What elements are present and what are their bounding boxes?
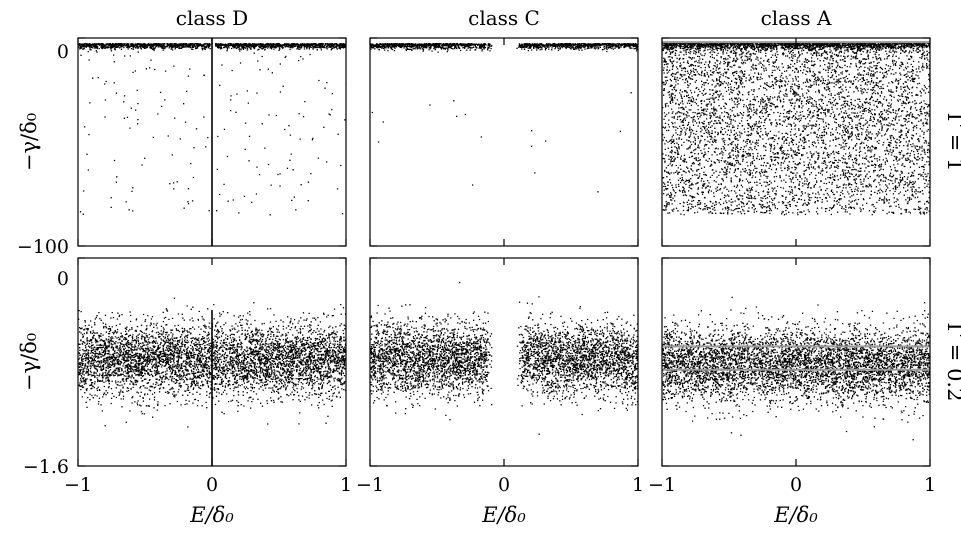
x-axis-label: E/δ₀ <box>189 503 234 527</box>
x-axis-label: E/δ₀ <box>773 503 818 527</box>
scatter-points <box>78 38 346 246</box>
panel-bottom-left <box>77 257 347 467</box>
y-tick-label: −100 <box>17 236 69 258</box>
x-tick-label: 0 <box>206 474 218 496</box>
scatter-points <box>78 297 346 466</box>
x-tick-label: −1 <box>648 474 676 496</box>
panel-bottom-middle <box>369 257 639 467</box>
panel-top-middle <box>369 37 639 247</box>
y-tick-label: 0 <box>57 41 69 63</box>
scatter-points <box>662 41 930 216</box>
panel-bottom-right <box>661 257 931 467</box>
x-axis-label: E/δ₀ <box>481 503 526 527</box>
x-tick-label: 0 <box>790 474 802 496</box>
column-title: class D <box>176 6 248 30</box>
y-tick-label: 0 <box>57 268 69 290</box>
x-tick-label: −1 <box>356 474 384 496</box>
plot-frame <box>369 37 639 247</box>
x-tick-label: −1 <box>64 474 92 496</box>
column-title: class A <box>761 6 832 30</box>
scatter-points <box>662 296 930 441</box>
x-tick-label: 1 <box>632 474 644 496</box>
panel-top-left <box>77 37 347 247</box>
panels <box>77 37 931 467</box>
scatter-points <box>370 281 638 435</box>
scatter-points <box>370 42 638 193</box>
row-label: Γ = 1 <box>943 113 961 172</box>
y-axis-label: −γ/δ₀ <box>17 113 41 171</box>
y-axis-label: −γ/δ₀ <box>17 333 41 391</box>
x-tick-label: 1 <box>924 474 936 496</box>
panel-top-right <box>661 37 931 247</box>
x-tick-label: 0 <box>498 474 510 496</box>
column-title: class C <box>468 6 540 30</box>
row-label: Γ = 0.2 <box>943 323 961 402</box>
x-tick-label: 1 <box>340 474 352 496</box>
y-tick-label: −1.6 <box>23 456 69 478</box>
